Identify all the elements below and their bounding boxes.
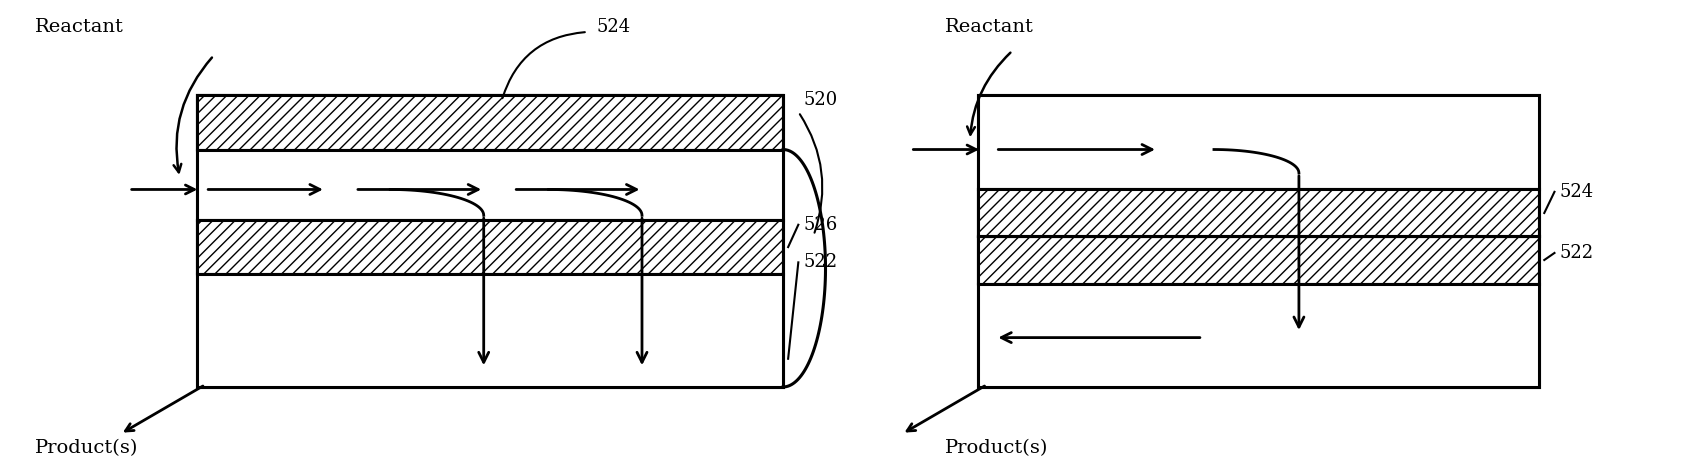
Bar	[197, 96, 783, 387]
Text: Product(s): Product(s)	[36, 438, 140, 457]
Text: 524: 524	[596, 18, 630, 36]
Bar	[197, 96, 783, 387]
Bar	[197, 274, 783, 387]
Bar	[979, 283, 1539, 387]
Text: 520: 520	[803, 91, 837, 109]
Text: 526: 526	[803, 216, 837, 234]
Text: Product(s): Product(s)	[945, 438, 1048, 457]
Text: Reactant: Reactant	[36, 18, 124, 36]
Text: 522: 522	[1559, 244, 1593, 262]
Text: 524: 524	[1559, 183, 1593, 201]
Text: 522: 522	[803, 254, 837, 272]
Text: Reactant: Reactant	[945, 18, 1033, 36]
Bar	[197, 149, 783, 220]
Bar	[197, 220, 783, 274]
Bar	[979, 96, 1539, 387]
Bar	[979, 236, 1539, 283]
Bar	[979, 96, 1539, 387]
Bar	[197, 96, 783, 149]
Bar	[979, 190, 1539, 236]
Bar	[979, 96, 1539, 190]
